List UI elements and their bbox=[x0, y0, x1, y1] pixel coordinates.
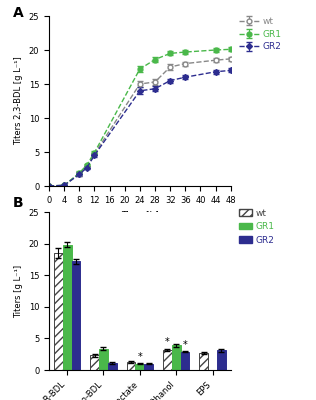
Y-axis label: Titers [g L⁻¹]: Titers [g L⁻¹] bbox=[14, 264, 23, 318]
Text: B: B bbox=[13, 196, 23, 210]
Bar bbox=[217, 350, 226, 370]
Text: *: * bbox=[137, 352, 142, 362]
Bar bbox=[136, 364, 144, 370]
X-axis label: Time [h]: Time [h] bbox=[121, 210, 159, 219]
Bar bbox=[54, 253, 63, 370]
Bar bbox=[71, 261, 80, 370]
Bar bbox=[99, 348, 108, 370]
Legend: wt, GR1, GR2: wt, GR1, GR2 bbox=[239, 17, 281, 51]
Bar bbox=[127, 362, 136, 370]
Bar bbox=[90, 356, 99, 370]
Y-axis label: Titers 2,3-BDL [g L⁻¹]: Titers 2,3-BDL [g L⁻¹] bbox=[14, 57, 23, 145]
Bar bbox=[199, 353, 208, 370]
Bar bbox=[180, 352, 189, 370]
Bar bbox=[63, 245, 71, 370]
Legend: wt, GR1, GR2: wt, GR1, GR2 bbox=[239, 209, 275, 245]
Bar bbox=[163, 350, 172, 370]
Text: A: A bbox=[13, 6, 23, 20]
Text: *: * bbox=[165, 337, 170, 347]
Text: *: * bbox=[183, 340, 187, 350]
Bar bbox=[108, 363, 117, 370]
Bar bbox=[172, 345, 180, 370]
Bar bbox=[144, 364, 153, 370]
